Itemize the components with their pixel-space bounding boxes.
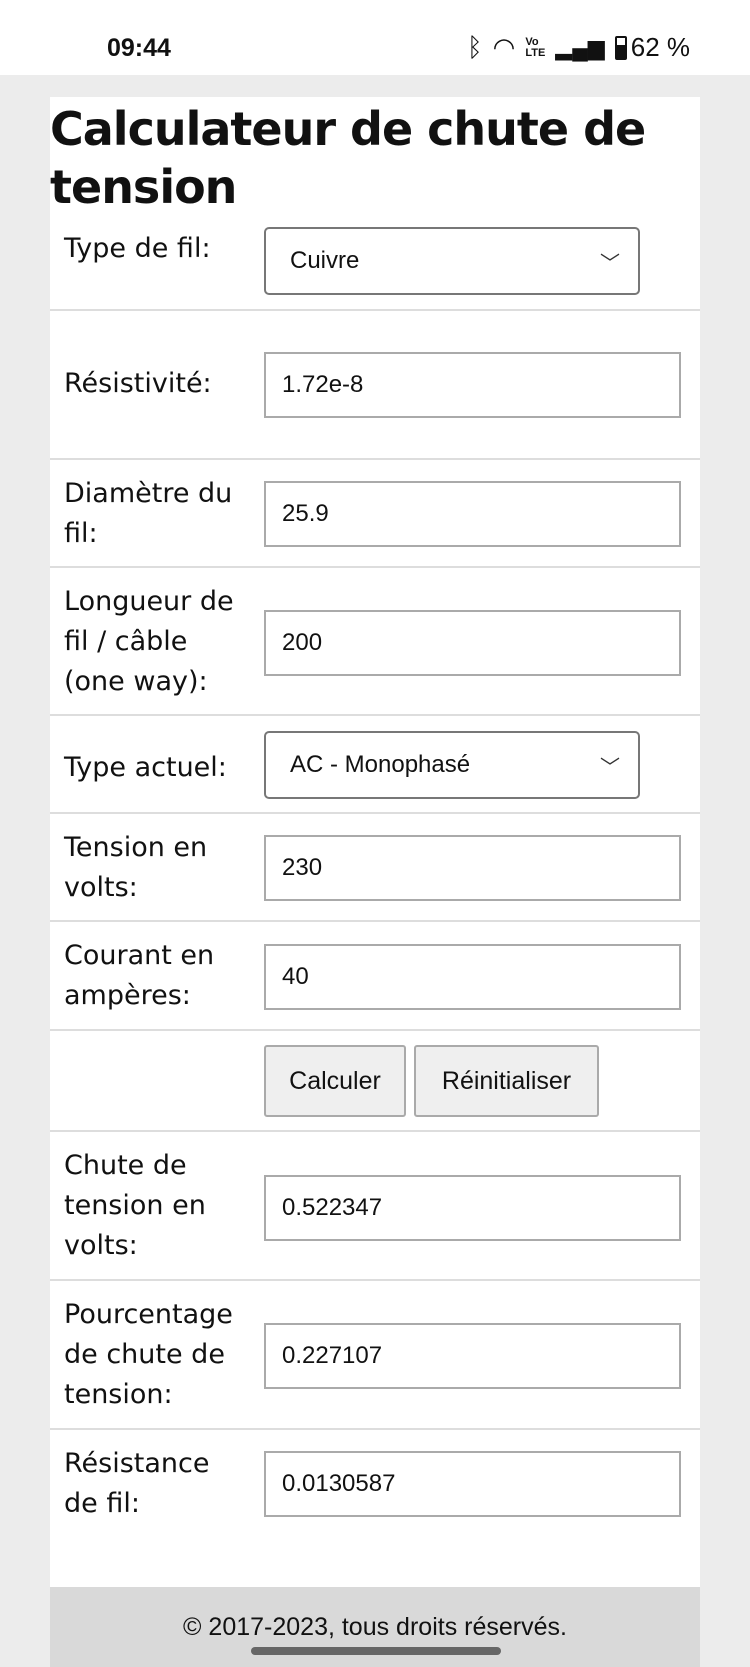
home-indicator[interactable] <box>251 1647 501 1655</box>
voltage-input[interactable]: 230 <box>264 835 681 901</box>
select-value: Cuivre <box>290 247 360 274</box>
drop-volts-output[interactable]: 0.522347 <box>264 1175 681 1241</box>
label: Diamètre du fil: <box>64 478 233 549</box>
row-drop-percent: Pourcentage de chute de tension: 0.22710… <box>50 1281 700 1430</box>
label: Courant en ampères: <box>64 940 215 1011</box>
current-type-select[interactable]: AC - Monophasé ﹀ <box>264 731 640 799</box>
select-value: AC - Monophasé <box>290 751 471 778</box>
signal-icon: ▂▄▆ <box>555 34 605 60</box>
footer: © 2017-2023, tous droits réservés. <box>50 1587 700 1667</box>
volte-icon: Vo LTE <box>525 35 546 59</box>
label: Type de fil: <box>64 233 211 264</box>
row-voltage: Tension en volts: 230 <box>50 814 700 922</box>
row-current-type: Type actuel: AC - Monophasé ﹀ <box>50 716 700 814</box>
label: Longueur de fil / câble (one way): <box>64 586 234 697</box>
row-current: Courant en ampères: 40 <box>50 922 700 1031</box>
clock: 09:44 <box>107 34 171 62</box>
wire-resistance-output[interactable]: 0.0130587 <box>264 1451 681 1517</box>
current-input[interactable]: 40 <box>264 944 681 1010</box>
row-drop-volts: Chute de tension en volts: 0.522347 <box>50 1132 700 1281</box>
bluetooth-icon: ᛒ <box>467 32 483 62</box>
row-length: Longueur de fil / câble (one way): 200 <box>50 568 700 716</box>
wire-type-select[interactable]: Cuivre ﹀ <box>264 227 640 295</box>
label: Tension en volts: <box>64 832 208 903</box>
reset-button[interactable]: Réinitialiser <box>414 1045 599 1117</box>
calculate-button[interactable]: Calculer <box>264 1045 406 1117</box>
wifi-icon: ◠ <box>492 32 516 62</box>
page-title: Calculateur de chute de tension <box>50 102 646 214</box>
row-wire-resistance: Résistance de fil: 0.0130587 <box>50 1430 700 1587</box>
copyright: © 2017-2023, tous droits réservés. <box>183 1613 567 1641</box>
drop-percent-output[interactable]: 0.227107 <box>264 1323 681 1389</box>
diameter-input[interactable]: 25.9 <box>264 481 681 547</box>
label: Type actuel: <box>64 752 227 783</box>
length-input[interactable]: 200 <box>264 610 681 676</box>
chevron-down-icon: ﹀ <box>600 253 620 275</box>
label: Résistance de fil: <box>64 1448 210 1519</box>
row-wire-type: Type de fil: Cuivre ﹀ <box>50 211 700 311</box>
battery-percent: 62 % <box>630 32 690 62</box>
label: Résistivité: <box>64 368 212 399</box>
resistivity-input[interactable]: 1.72e-8 <box>264 352 681 418</box>
row-buttons: Calculer Réinitialiser <box>50 1031 700 1132</box>
row-diameter: Diamètre du fil: 25.9 <box>50 460 700 568</box>
status-bar: 09:44 ᛒ ◠ Vo LTE ▂▄▆ 62 % <box>0 0 750 75</box>
row-resistivity: Résistivité: 1.72e-8 <box>50 311 700 460</box>
label: Chute de tension en volts: <box>64 1150 206 1261</box>
label: Pourcentage de chute de tension: <box>64 1299 233 1410</box>
battery-icon <box>614 35 627 60</box>
chevron-down-icon: ﹀ <box>600 757 620 779</box>
